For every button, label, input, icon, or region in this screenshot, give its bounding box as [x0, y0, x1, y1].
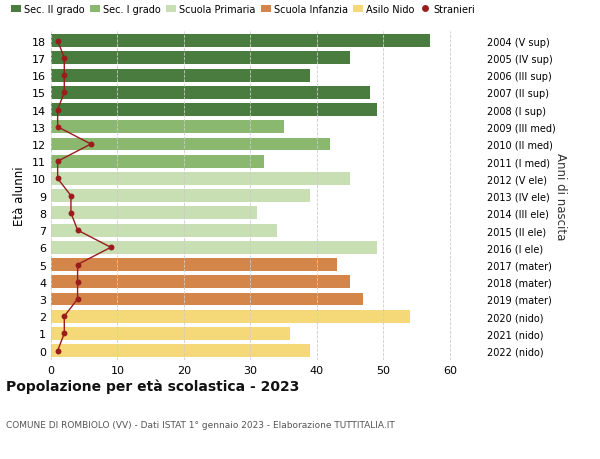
Bar [51, 293, 364, 306]
Point [53, 124, 62, 131]
Point [86, 141, 95, 148]
Point [66, 210, 76, 217]
Bar [51, 190, 310, 203]
Legend: Sec. II grado, Sec. I grado, Scuola Primaria, Scuola Infanzia, Asilo Nido, Stran: Sec. II grado, Sec. I grado, Scuola Prim… [11, 5, 475, 15]
Bar [51, 138, 330, 151]
Point [59, 55, 69, 62]
Bar [51, 104, 377, 117]
Point [106, 244, 116, 252]
Point [59, 72, 69, 79]
Bar [51, 241, 377, 254]
Bar [51, 35, 430, 48]
Point [59, 313, 69, 320]
Bar [51, 121, 284, 134]
Bar [51, 173, 350, 185]
Y-axis label: Età alunni: Età alunni [13, 167, 26, 226]
Point [73, 261, 82, 269]
Bar [51, 207, 257, 220]
Point [59, 330, 69, 337]
Point [73, 296, 82, 303]
Text: COMUNE DI ROMBIOLO (VV) - Dati ISTAT 1° gennaio 2023 - Elaborazione TUTTITALIA.I: COMUNE DI ROMBIOLO (VV) - Dati ISTAT 1° … [6, 420, 395, 429]
Point [53, 175, 62, 183]
Bar [51, 87, 370, 100]
Point [73, 227, 82, 234]
Text: Popolazione per età scolastica - 2023: Popolazione per età scolastica - 2023 [6, 379, 299, 393]
Point [53, 158, 62, 166]
Bar [51, 310, 410, 323]
Point [53, 106, 62, 114]
Bar [51, 344, 310, 357]
Point [53, 38, 62, 45]
Point [66, 193, 76, 200]
Bar [51, 156, 263, 168]
Bar [51, 327, 290, 340]
Bar [51, 52, 350, 65]
Bar [51, 69, 310, 82]
Point [53, 347, 62, 354]
Point [73, 279, 82, 286]
Point [59, 90, 69, 97]
Bar [51, 258, 337, 271]
Y-axis label: Anni di nascita: Anni di nascita [554, 153, 567, 240]
Bar [51, 276, 350, 289]
Bar [51, 224, 277, 237]
